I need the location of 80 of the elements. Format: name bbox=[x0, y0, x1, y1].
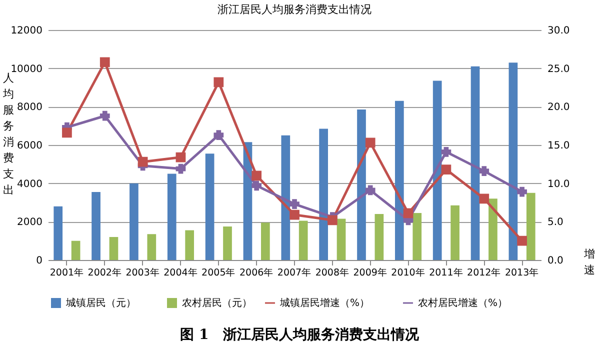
point bbox=[517, 236, 527, 246]
x-tick-label: 2006年 bbox=[239, 266, 274, 278]
y2-axis-title: 增速 bbox=[583, 248, 595, 276]
bar bbox=[412, 213, 422, 260]
x-tick-label: 2007年 bbox=[277, 266, 312, 278]
x-tick-label: 2005年 bbox=[202, 266, 236, 278]
bar bbox=[223, 226, 232, 260]
point bbox=[252, 170, 262, 181]
bar bbox=[185, 230, 194, 260]
point bbox=[176, 152, 186, 162]
point bbox=[479, 166, 490, 176]
point bbox=[214, 130, 224, 140]
x-tick-label: 2008年 bbox=[315, 266, 350, 278]
y-tick-label: 12000 bbox=[10, 26, 42, 36]
x-tick-label: 2013年 bbox=[504, 266, 540, 278]
bar bbox=[488, 198, 498, 260]
x-tick-label: 2004年 bbox=[164, 266, 198, 278]
legend-label: 城镇居民（元） bbox=[65, 297, 136, 309]
bar bbox=[394, 100, 404, 260]
bar bbox=[508, 62, 518, 260]
point bbox=[365, 138, 376, 148]
point bbox=[62, 128, 72, 138]
bar bbox=[92, 192, 100, 260]
bar bbox=[357, 110, 366, 260]
point bbox=[365, 185, 376, 196]
bar bbox=[167, 174, 176, 260]
legend-label: 农村居民（元） bbox=[182, 297, 252, 309]
bar bbox=[526, 192, 536, 260]
y-tick-label: 2000 bbox=[17, 217, 42, 228]
x-tick-label: 2009年 bbox=[353, 266, 388, 278]
y2-tick-label: 0.0 bbox=[548, 256, 564, 266]
y-tick-label: 8000 bbox=[17, 102, 42, 114]
bar bbox=[298, 220, 308, 260]
caption: 图 1 浙江居民人均服务消费支出情况 bbox=[179, 326, 420, 344]
point bbox=[138, 156, 148, 167]
bar bbox=[71, 240, 80, 260]
x-tick-label: 2011年 bbox=[429, 266, 464, 278]
bar bbox=[432, 80, 442, 260]
bar bbox=[109, 237, 118, 260]
bar bbox=[336, 218, 346, 260]
point bbox=[290, 199, 300, 209]
legend-label: 农村居民增速（%） bbox=[418, 297, 508, 309]
point bbox=[214, 77, 224, 88]
bar bbox=[450, 205, 460, 260]
bar bbox=[470, 66, 480, 260]
y-tick-label: 6000 bbox=[17, 140, 42, 152]
bar bbox=[319, 128, 328, 260]
x-tick-label: 2002年 bbox=[88, 266, 122, 278]
point bbox=[403, 208, 414, 218]
chart-title: 浙江居民人均服务消费支出情况 bbox=[218, 3, 372, 16]
y2-tick-label: 30.0 bbox=[548, 26, 570, 36]
y2-tick-label: 5.0 bbox=[548, 217, 564, 228]
bar bbox=[130, 183, 138, 260]
x-tick-label: 2001年 bbox=[50, 266, 84, 278]
y2-tick-label: 15.0 bbox=[548, 140, 570, 152]
bar bbox=[54, 206, 63, 260]
bar bbox=[261, 222, 270, 260]
bar bbox=[147, 234, 156, 260]
legend-label: 城镇居民增速（%） bbox=[279, 297, 370, 309]
point bbox=[517, 186, 527, 197]
point bbox=[479, 194, 490, 204]
bar bbox=[281, 135, 290, 260]
point bbox=[100, 57, 110, 68]
point bbox=[100, 110, 110, 121]
point bbox=[176, 164, 186, 174]
point bbox=[441, 164, 452, 174]
point bbox=[327, 215, 338, 226]
x-tick-label: 2010年 bbox=[391, 266, 426, 278]
bar bbox=[374, 214, 384, 260]
y2-tick-label: 20.0 bbox=[548, 102, 570, 114]
point bbox=[252, 180, 262, 191]
y2-tick-label: 25.0 bbox=[548, 64, 570, 75]
point bbox=[441, 146, 452, 157]
x-tick-label: 2003年 bbox=[126, 266, 160, 278]
bar bbox=[205, 154, 214, 260]
point bbox=[290, 210, 300, 220]
x-tick-label: 2012年 bbox=[467, 266, 502, 278]
y-tick-label: 4000 bbox=[17, 178, 42, 190]
y-tick-label: 0 bbox=[36, 256, 42, 266]
y2-tick-label: 10.0 bbox=[548, 178, 570, 190]
